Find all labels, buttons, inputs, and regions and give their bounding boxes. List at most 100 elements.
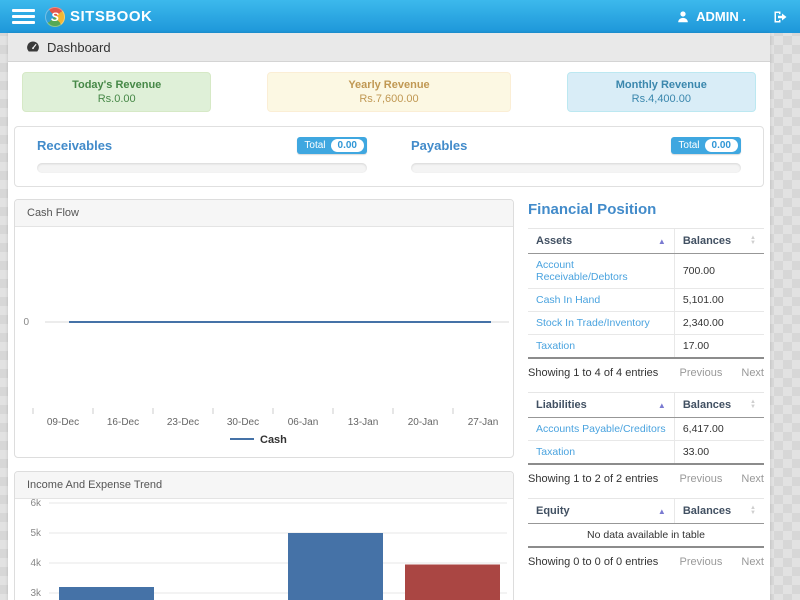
yearly-revenue-card: Yearly Revenue Rs.7,600.00 (267, 72, 511, 112)
x-axis-label: 20-Jan (408, 417, 439, 428)
todays-revenue-card: Today's Revenue Rs.0.00 (22, 72, 212, 112)
sort-ascending-icon: ▲ (657, 237, 666, 246)
table-row: Account Receivable/Debtors 700.00 (528, 253, 764, 289)
sort-icon: ▲ ▼ (750, 235, 756, 246)
pagination-next[interactable]: Next (741, 556, 764, 568)
x-axis-label: 13-Jan (348, 417, 379, 428)
x-axis-label: 09-Dec (47, 417, 79, 428)
payables-progress-bar (411, 163, 741, 173)
summary-cards-row: Today's Revenue Rs.0.00 Yearly Revenue R… (22, 72, 756, 112)
x-axis-label: 30-Dec (227, 417, 259, 428)
top-header: S SITSBOOK ADMIN . (0, 0, 800, 33)
card-value: Rs.4,400.00 (631, 93, 691, 105)
y-axis-label: 6k (30, 499, 42, 509)
table-row: Stock In Trade/Inventory 2,340.00 (528, 311, 764, 335)
balance-value: 2,340.00 (673, 311, 764, 335)
y-axis-label: 3k (30, 588, 42, 599)
income-expense-panel: Income And Expense Trend 6k 5k 4k 3k (14, 471, 514, 600)
dashboard-icon (27, 41, 39, 52)
column-header-name[interactable]: Assets ▲ (528, 228, 675, 254)
card-value: Rs.7,600.00 (359, 93, 419, 105)
legend-cash-label: Cash (260, 434, 287, 446)
balance-value: 5,101.00 (673, 288, 764, 312)
payables-total-badge[interactable]: Total 0.00 (671, 137, 741, 154)
payables-label: Payables (411, 138, 468, 153)
balance-value: 700.00 (673, 253, 764, 289)
fp-table: Liabilities ▲ Balances ▲ ▼ Accounts Payable… (528, 392, 764, 465)
showing-entries-text: Showing 0 to 0 of 0 entries (528, 556, 659, 568)
column-header-name[interactable]: Liabilities ▲ (528, 392, 675, 418)
card-title: Today's Revenue (72, 79, 162, 91)
column-header-balances[interactable]: Balances ▲ ▼ (673, 392, 764, 418)
account-link[interactable]: Cash In Hand (536, 294, 601, 306)
brand-logo[interactable]: S SITSBOOK (45, 6, 153, 27)
x-axis-label: 16-Dec (107, 417, 139, 428)
account-link[interactable]: Accounts Payable/Creditors (536, 423, 666, 435)
user-menu[interactable]: ADMIN . (676, 9, 746, 24)
user-icon (678, 10, 688, 22)
card-title: Yearly Revenue (348, 79, 430, 91)
badge-label: Total (678, 140, 700, 151)
bar-expense (405, 564, 500, 600)
account-link[interactable]: Taxation (536, 340, 576, 352)
income-expense-chart: 6k 5k 4k 3k (30, 499, 507, 600)
account-link[interactable]: Account Receivable/Debtors (536, 259, 628, 283)
hamburger-menu-icon[interactable] (12, 9, 35, 24)
pagination-previous[interactable]: Previous (679, 556, 723, 568)
table-row: Cash In Hand 5,101.00 (528, 288, 764, 312)
balance-value: 6,417.00 (673, 417, 764, 441)
fp-table: Assets ▲ Balances ▲ ▼ Account Receivable/De… (528, 228, 764, 359)
sort-icon: ▲ ▼ (750, 505, 756, 516)
showing-entries-text: Showing 1 to 4 of 4 entries (528, 367, 659, 379)
column-header-balances[interactable]: Balances ▲ ▼ (673, 228, 764, 254)
table-footer: Showing 0 to 0 of 0 entries Previous Nex… (528, 548, 764, 568)
balance-value: 33.00 (673, 440, 764, 464)
badge-value: 0.00 (704, 139, 738, 152)
account-link[interactable]: Taxation (536, 446, 576, 458)
table-row: Taxation 33.00 (528, 440, 764, 464)
content-wrapper: Dashboard Today's Revenue Rs.0.00 Yearly… (8, 33, 770, 600)
cash-flow-chart: 09-Dec 16-Dec 23-Dec 30-Dec 06-Jan 13-Jan 20-J… (23, 317, 509, 446)
pagination-next[interactable]: Next (741, 367, 764, 379)
badge-value: 0.00 (330, 139, 364, 152)
column-header-balances[interactable]: Balances ▲ ▼ (673, 498, 764, 524)
fp-table: Equity ▲ Balances ▲ ▼ No data available in … (528, 498, 764, 548)
empty-table-message: No data available in table (587, 529, 705, 541)
table-footer: Showing 1 to 2 of 2 entries Previous Nex… (528, 465, 764, 485)
pagination-previous[interactable]: Previous (679, 473, 723, 485)
financial-position-section: Financial Position Assets ▲ Balances ▲ ▼ Ac… (528, 199, 764, 581)
account-link[interactable]: Stock In Trade/Inventory (536, 317, 650, 329)
page-title: Dashboard (47, 39, 111, 55)
receivables-total-badge[interactable]: Total 0.00 (297, 137, 367, 154)
y-axis-label: 0 (23, 317, 29, 328)
receivables-progress-bar (37, 163, 367, 173)
y-axis-label: 4k (30, 558, 42, 569)
x-axis-label: 27-Jan (468, 417, 499, 428)
username-label: ADMIN . (696, 9, 746, 24)
payables-section: Payables Total 0.00 (389, 137, 763, 173)
pagination-next[interactable]: Next (741, 473, 764, 485)
financial-position-title: Financial Position (528, 201, 657, 218)
showing-entries-text: Showing 1 to 2 of 2 entries (528, 473, 659, 485)
card-title: Monthly Revenue (615, 79, 707, 91)
cash-flow-panel: Cash Flow 09-Dec 16-Dec 23-Dec 30-Dec 06-Jan… (14, 199, 514, 458)
sort-ascending-icon: ▲ (657, 507, 666, 516)
table-row: Taxation 17.00 (528, 334, 764, 358)
sort-ascending-icon: ▲ (657, 401, 666, 410)
cash-flow-panel-title: Cash Flow (15, 200, 513, 227)
monthly-revenue-card: Monthly Revenue Rs.4,400.00 (566, 72, 756, 112)
bar-income (288, 533, 383, 600)
receivables-label: Receivables (37, 138, 113, 153)
column-header-name[interactable]: Equity ▲ (528, 498, 675, 524)
x-axis-label: 06-Jan (288, 417, 319, 428)
y-axis-label: 5k (30, 528, 42, 539)
card-value: Rs.0.00 (97, 93, 136, 105)
breadcrumb: Dashboard (8, 33, 770, 62)
table-row: Accounts Payable/Creditors 6,417.00 (528, 417, 764, 441)
x-axis-label: 23-Dec (167, 417, 199, 428)
logout-button[interactable] (772, 9, 788, 25)
balance-value: 17.00 (673, 334, 764, 358)
brand-icon: S (45, 6, 65, 27)
pagination-previous[interactable]: Previous (679, 367, 723, 379)
brand-name: SITSBOOK (70, 8, 153, 25)
